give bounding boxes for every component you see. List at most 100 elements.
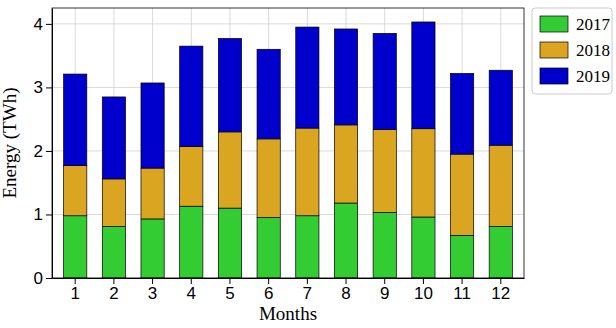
bar	[218, 132, 241, 208]
tick-mark	[46, 214, 52, 215]
axis-line	[53, 278, 525, 279]
tick: 4	[187, 278, 196, 303]
bar	[334, 29, 357, 125]
legend-label: 2017	[576, 15, 611, 34]
bar	[296, 216, 319, 278]
legend-item: 2019	[540, 67, 610, 86]
legend-frame	[532, 8, 612, 94]
tick-label: 10	[414, 284, 433, 303]
bar	[334, 125, 357, 203]
bar	[489, 145, 512, 226]
bar	[64, 216, 87, 278]
plot-frame	[52, 8, 524, 278]
tick: 3	[34, 78, 52, 97]
tick-label: 1	[34, 205, 43, 224]
tick-label: 0	[34, 269, 43, 288]
bar	[373, 129, 396, 212]
legend-label: 2019	[576, 67, 610, 86]
legend-swatch	[540, 16, 568, 32]
tick-label: 5	[225, 284, 234, 303]
axis-line	[52, 9, 53, 279]
tick: 2	[34, 142, 52, 161]
bar	[102, 179, 125, 227]
bar	[180, 206, 203, 278]
bar	[334, 203, 357, 278]
bar	[64, 74, 87, 165]
tick-label: 12	[491, 284, 510, 303]
y-axis-title: Energy (TWh)	[0, 88, 21, 199]
tick: 3	[148, 278, 157, 303]
legend-item: 2017	[540, 15, 611, 34]
bar	[257, 139, 280, 218]
tick-label: 3	[34, 78, 43, 97]
grid	[52, 8, 524, 278]
tick-mark	[46, 24, 52, 25]
x-axis: 123456789101112	[53, 278, 525, 303]
tick-mark	[46, 278, 52, 279]
tick-label: 6	[264, 284, 273, 303]
legend-label: 2018	[576, 41, 610, 60]
tick-label: 7	[303, 284, 312, 303]
tick-label: 4	[187, 284, 196, 303]
tick-label: 1	[70, 284, 79, 303]
tick: 2	[109, 278, 118, 303]
bar-series	[64, 203, 513, 278]
bar-series	[64, 125, 513, 236]
bar	[450, 235, 473, 278]
legend-item: 2018	[540, 41, 610, 60]
tick-mark	[46, 87, 52, 88]
tick-label: 4	[34, 15, 43, 34]
bar	[102, 97, 125, 179]
bar	[64, 166, 87, 216]
grid-line	[52, 23, 524, 24]
bar	[373, 33, 396, 129]
tick-label: 2	[34, 142, 43, 161]
bar	[218, 38, 241, 131]
bar	[412, 22, 435, 129]
tick: 11	[453, 278, 471, 303]
bar	[218, 208, 241, 278]
bar	[141, 83, 164, 168]
bar	[257, 49, 280, 139]
legend-swatch	[540, 68, 568, 84]
plot: 01234123456789101112	[34, 8, 525, 303]
bar	[296, 27, 319, 128]
tick: 10	[414, 278, 433, 303]
bar	[412, 217, 435, 278]
bar	[257, 218, 280, 278]
tick-label: 9	[380, 284, 389, 303]
bar	[373, 213, 396, 278]
bars	[64, 22, 513, 278]
tick: 4	[34, 15, 52, 34]
bar	[489, 70, 512, 145]
bar	[296, 128, 319, 216]
tick: 0	[34, 269, 52, 288]
tick-mark	[46, 151, 52, 152]
tick: 1	[70, 278, 79, 303]
tick-label: 8	[341, 284, 350, 303]
tick: 1	[34, 205, 52, 224]
bar-series	[64, 22, 513, 179]
tick: 8	[341, 278, 350, 303]
bar	[141, 168, 164, 219]
tick-label: 3	[148, 284, 157, 303]
bar	[180, 146, 203, 206]
bar	[450, 154, 473, 235]
legend-swatch	[540, 42, 568, 58]
tick: 12	[491, 278, 510, 303]
bar	[450, 73, 473, 154]
bar	[180, 46, 203, 146]
legend: 2017 2018 2019	[532, 8, 612, 94]
tick: 7	[303, 278, 312, 303]
x-axis-title: Months	[259, 303, 317, 324]
y-axis: 0 1 2 3 4	[34, 9, 53, 288]
bar	[489, 227, 512, 278]
bar	[102, 227, 125, 278]
bar	[141, 219, 164, 278]
bar	[412, 129, 435, 217]
tick: 6	[264, 278, 273, 303]
chart: 01234123456789101112MonthsEnergy (TWh)20…	[0, 0, 616, 328]
tick: 9	[380, 278, 389, 303]
tick-label: 11	[453, 284, 471, 303]
tick: 5	[225, 278, 234, 303]
